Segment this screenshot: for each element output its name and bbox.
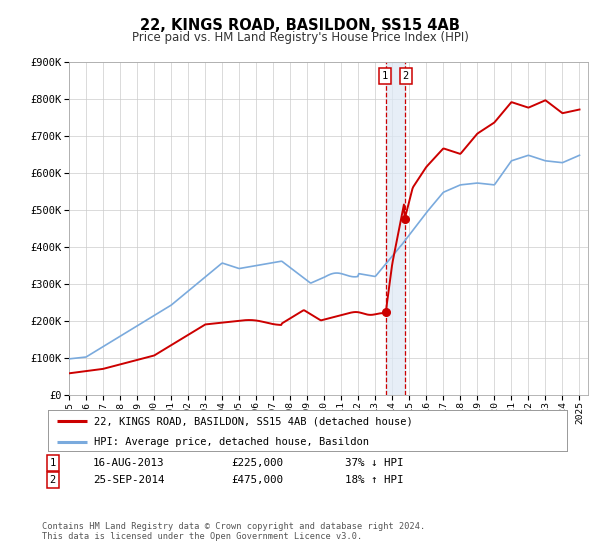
Text: 37% ↓ HPI: 37% ↓ HPI: [345, 458, 404, 468]
Text: Price paid vs. HM Land Registry's House Price Index (HPI): Price paid vs. HM Land Registry's House …: [131, 31, 469, 44]
Text: 25-SEP-2014: 25-SEP-2014: [93, 475, 164, 485]
Text: Contains HM Land Registry data © Crown copyright and database right 2024.: Contains HM Land Registry data © Crown c…: [42, 522, 425, 531]
Text: 1: 1: [50, 458, 56, 468]
Text: HPI: Average price, detached house, Basildon: HPI: Average price, detached house, Basi…: [94, 437, 368, 447]
Text: 2: 2: [50, 475, 56, 485]
Text: £475,000: £475,000: [231, 475, 283, 485]
Text: 2: 2: [403, 72, 409, 81]
Text: 22, KINGS ROAD, BASILDON, SS15 4AB (detached house): 22, KINGS ROAD, BASILDON, SS15 4AB (deta…: [94, 417, 412, 426]
Bar: [386, 62, 405, 395]
Text: 16-AUG-2013: 16-AUG-2013: [93, 458, 164, 468]
Text: £225,000: £225,000: [231, 458, 283, 468]
Text: 22, KINGS ROAD, BASILDON, SS15 4AB: 22, KINGS ROAD, BASILDON, SS15 4AB: [140, 18, 460, 33]
Text: 18% ↑ HPI: 18% ↑ HPI: [345, 475, 404, 485]
Text: This data is licensed under the Open Government Licence v3.0.: This data is licensed under the Open Gov…: [42, 532, 362, 541]
Text: 1: 1: [382, 72, 388, 81]
